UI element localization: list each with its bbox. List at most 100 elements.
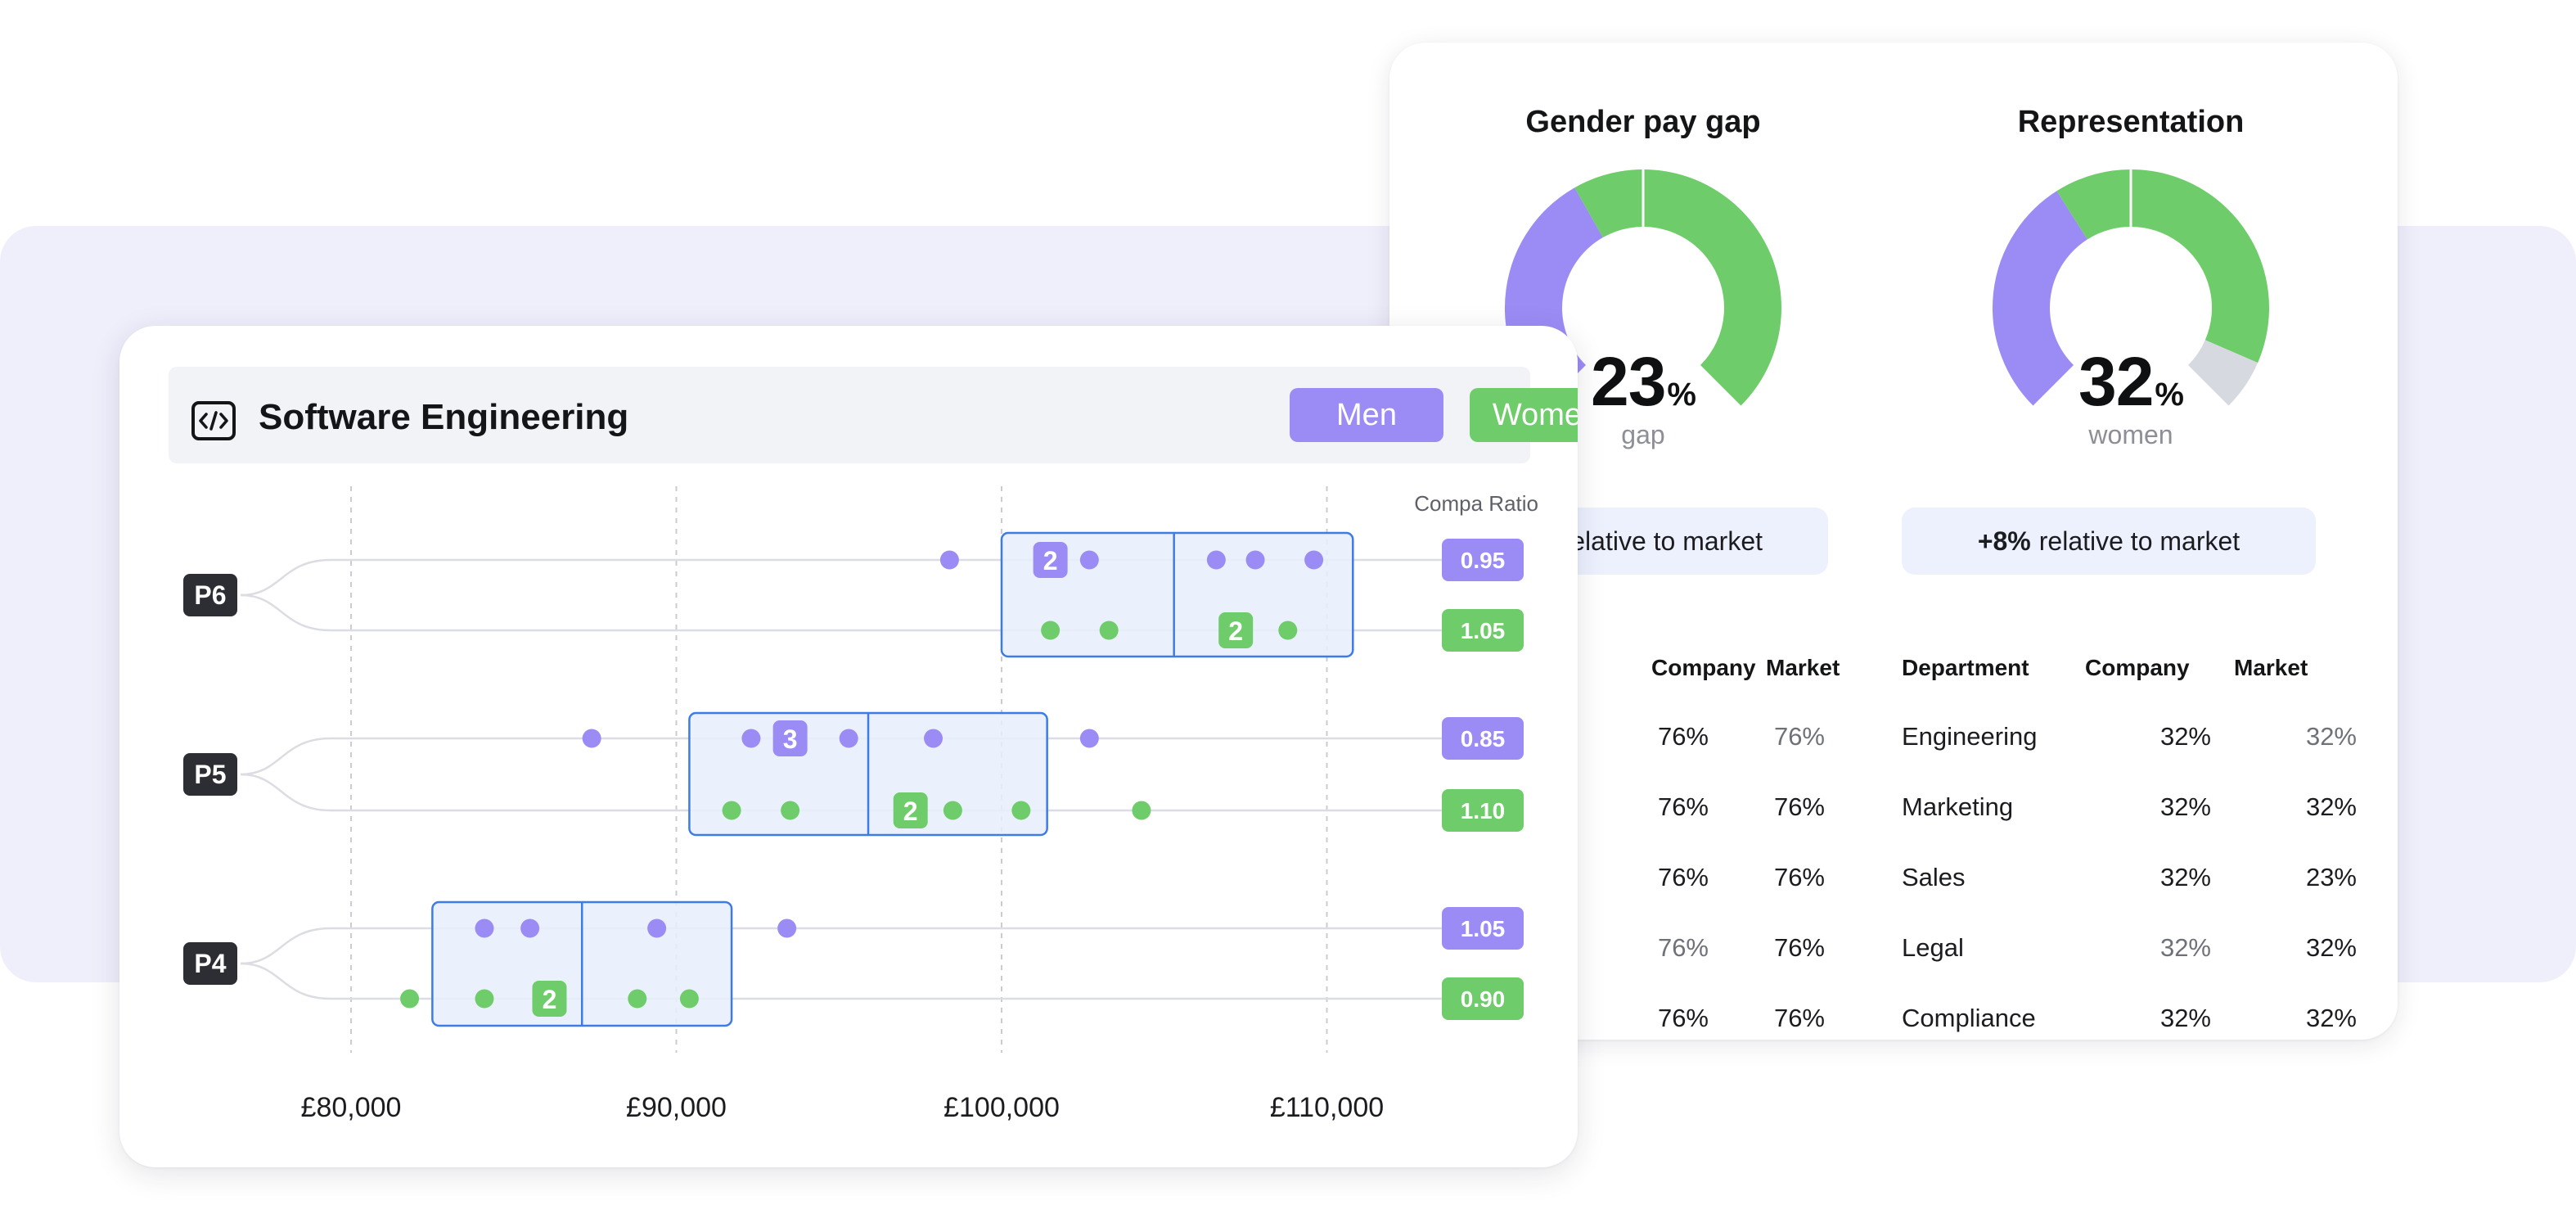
women-compa-ratio-pill: [1442, 977, 1524, 1020]
x-tick-label: £90,000: [626, 1092, 727, 1123]
gap-row-company: 76%: [1657, 792, 1709, 821]
legend-women-toggle[interactable]: Women: [1470, 388, 1578, 442]
legend-men-toggle[interactable]: Men: [1290, 388, 1443, 442]
women-cluster-count: 2: [543, 985, 557, 1014]
rep-row-company: 32%: [2159, 933, 2211, 962]
women-cluster-badge: [893, 792, 928, 828]
men-cluster-badge: [1033, 542, 1068, 578]
rep-row-company: 32%: [2159, 722, 2211, 751]
men-salary-point: [582, 729, 601, 748]
rep-row-company: 32%: [2159, 1004, 2211, 1032]
rep-row-market: 32%: [2305, 792, 2357, 821]
men-salary-point: [1079, 729, 1099, 748]
representation-number: 32: [2078, 343, 2154, 420]
grade-badge: [183, 942, 237, 985]
men-compa-ratio-value: 0.85: [1461, 726, 1506, 751]
gap-row-company: 76%: [1657, 722, 1709, 751]
grade-badge: [183, 753, 237, 796]
grade-label: P4: [194, 949, 226, 978]
women-salary-point: [628, 989, 647, 1009]
men-salary-point: [839, 729, 858, 748]
men-compa-ratio-pill: [1442, 717, 1524, 760]
rep-row-market: 32%: [2305, 1004, 2357, 1032]
rep-row-market: 32%: [2305, 722, 2357, 751]
men-compa-ratio-pill: [1442, 907, 1524, 950]
representation-title: Representation: [2017, 105, 2245, 139]
women-cluster-badge: [532, 981, 567, 1017]
rep-row-company: 32%: [2159, 863, 2211, 891]
rep-col-department: Department: [1902, 655, 2029, 680]
men-row-line: [240, 737, 1443, 776]
women-salary-point: [943, 801, 962, 820]
rep-women-segment: [2056, 169, 2269, 363]
grade-badge: [183, 574, 237, 616]
women-compa-ratio-value: 0.90: [1461, 986, 1506, 1012]
rep-row-dept: Engineering: [1902, 722, 2038, 751]
gap-row-market: 76%: [1773, 933, 1825, 962]
women-salary-point: [781, 801, 800, 820]
representation-unit: %: [2155, 377, 2184, 413]
rep-other-segment: [2187, 339, 2259, 406]
rep-col-market: Market: [2234, 655, 2308, 680]
gap-women-segment: [1574, 169, 1781, 406]
representation-gauge-arc: [1993, 169, 2269, 406]
gender-pay-gap-number: 23: [1590, 343, 1666, 420]
salary-distribution-chart: £80,000 £90,000 £100,000 £110,000 Compa Rati…: [183, 486, 1538, 1123]
men-cluster-badge: [772, 720, 808, 756]
representation-gauge: 32% women: [1993, 169, 2269, 449]
women-salary-point: [1132, 801, 1151, 820]
gap-row-company: 76%: [1657, 1004, 1709, 1032]
rep-row-dept: Compliance: [1902, 1004, 2036, 1032]
gap-row-market: 76%: [1773, 863, 1825, 891]
men-row-line: [240, 558, 1443, 597]
gender-pay-gap-sublabel: gap: [1621, 420, 1665, 449]
rep-row-market: 32%: [2305, 933, 2357, 962]
women-compa-ratio-value: 1.05: [1461, 618, 1506, 643]
grade-label: P6: [194, 580, 226, 610]
rep-relative-value: +8%: [1977, 526, 2031, 556]
men-salary-point: [741, 729, 761, 748]
x-tick-label: £110,000: [1270, 1092, 1384, 1123]
men-salary-point: [1206, 550, 1226, 570]
women-row-line: [240, 962, 1443, 1000]
women-row-line: [240, 773, 1443, 812]
gap-row-market: 76%: [1773, 1004, 1825, 1032]
men-salary-point: [475, 918, 494, 938]
women-compa-ratio-pill: [1442, 609, 1524, 652]
men-row-line: [240, 927, 1443, 965]
compa-ratio-label: Compa Ratio: [1414, 491, 1538, 516]
rep-row-dept: Marketing: [1902, 792, 2014, 821]
gap-relative-text: relative to market: [1561, 526, 1763, 556]
gap-row-market: 76%: [1773, 722, 1825, 751]
women-compa-ratio-pill: [1442, 789, 1524, 832]
gap-row-market: 76%: [1773, 792, 1825, 821]
code-icon: [191, 401, 236, 440]
gender-pay-gap-value: 23%: [1506, 342, 1781, 422]
rep-relative-market-pill: +8% relative to market: [1902, 508, 2316, 575]
x-tick-label: £80,000: [301, 1092, 402, 1123]
gap-col-company: Company: [1651, 655, 1756, 680]
men-salary-point: [777, 918, 797, 938]
women-cluster-count: 2: [903, 797, 918, 826]
x-tick-label: £100,000: [943, 1092, 1060, 1123]
men-cluster-count: 2: [1043, 546, 1058, 575]
rep-men-segment: [1993, 191, 2088, 406]
grade-label: P5: [194, 760, 226, 789]
women-salary-point: [1011, 801, 1031, 820]
rep-row-company: 32%: [2159, 792, 2211, 821]
women-cluster-count: 2: [1228, 616, 1243, 646]
men-salary-point: [939, 550, 959, 570]
rep-row-dept: Sales: [1902, 863, 1966, 891]
women-salary-point: [400, 989, 420, 1009]
gap-row-company: 76%: [1657, 933, 1709, 962]
women-salary-point: [1278, 621, 1298, 640]
women-compa-ratio-value: 1.10: [1461, 798, 1506, 824]
chart-title: Software Engineering: [259, 397, 629, 437]
men-salary-point: [1245, 550, 1265, 570]
rep-relative-text: relative to market: [2038, 526, 2240, 556]
women-salary-point: [1041, 621, 1061, 640]
men-salary-point: [1304, 550, 1324, 570]
men-cluster-count: 3: [783, 724, 798, 754]
representation-sublabel: women: [2088, 420, 2173, 449]
